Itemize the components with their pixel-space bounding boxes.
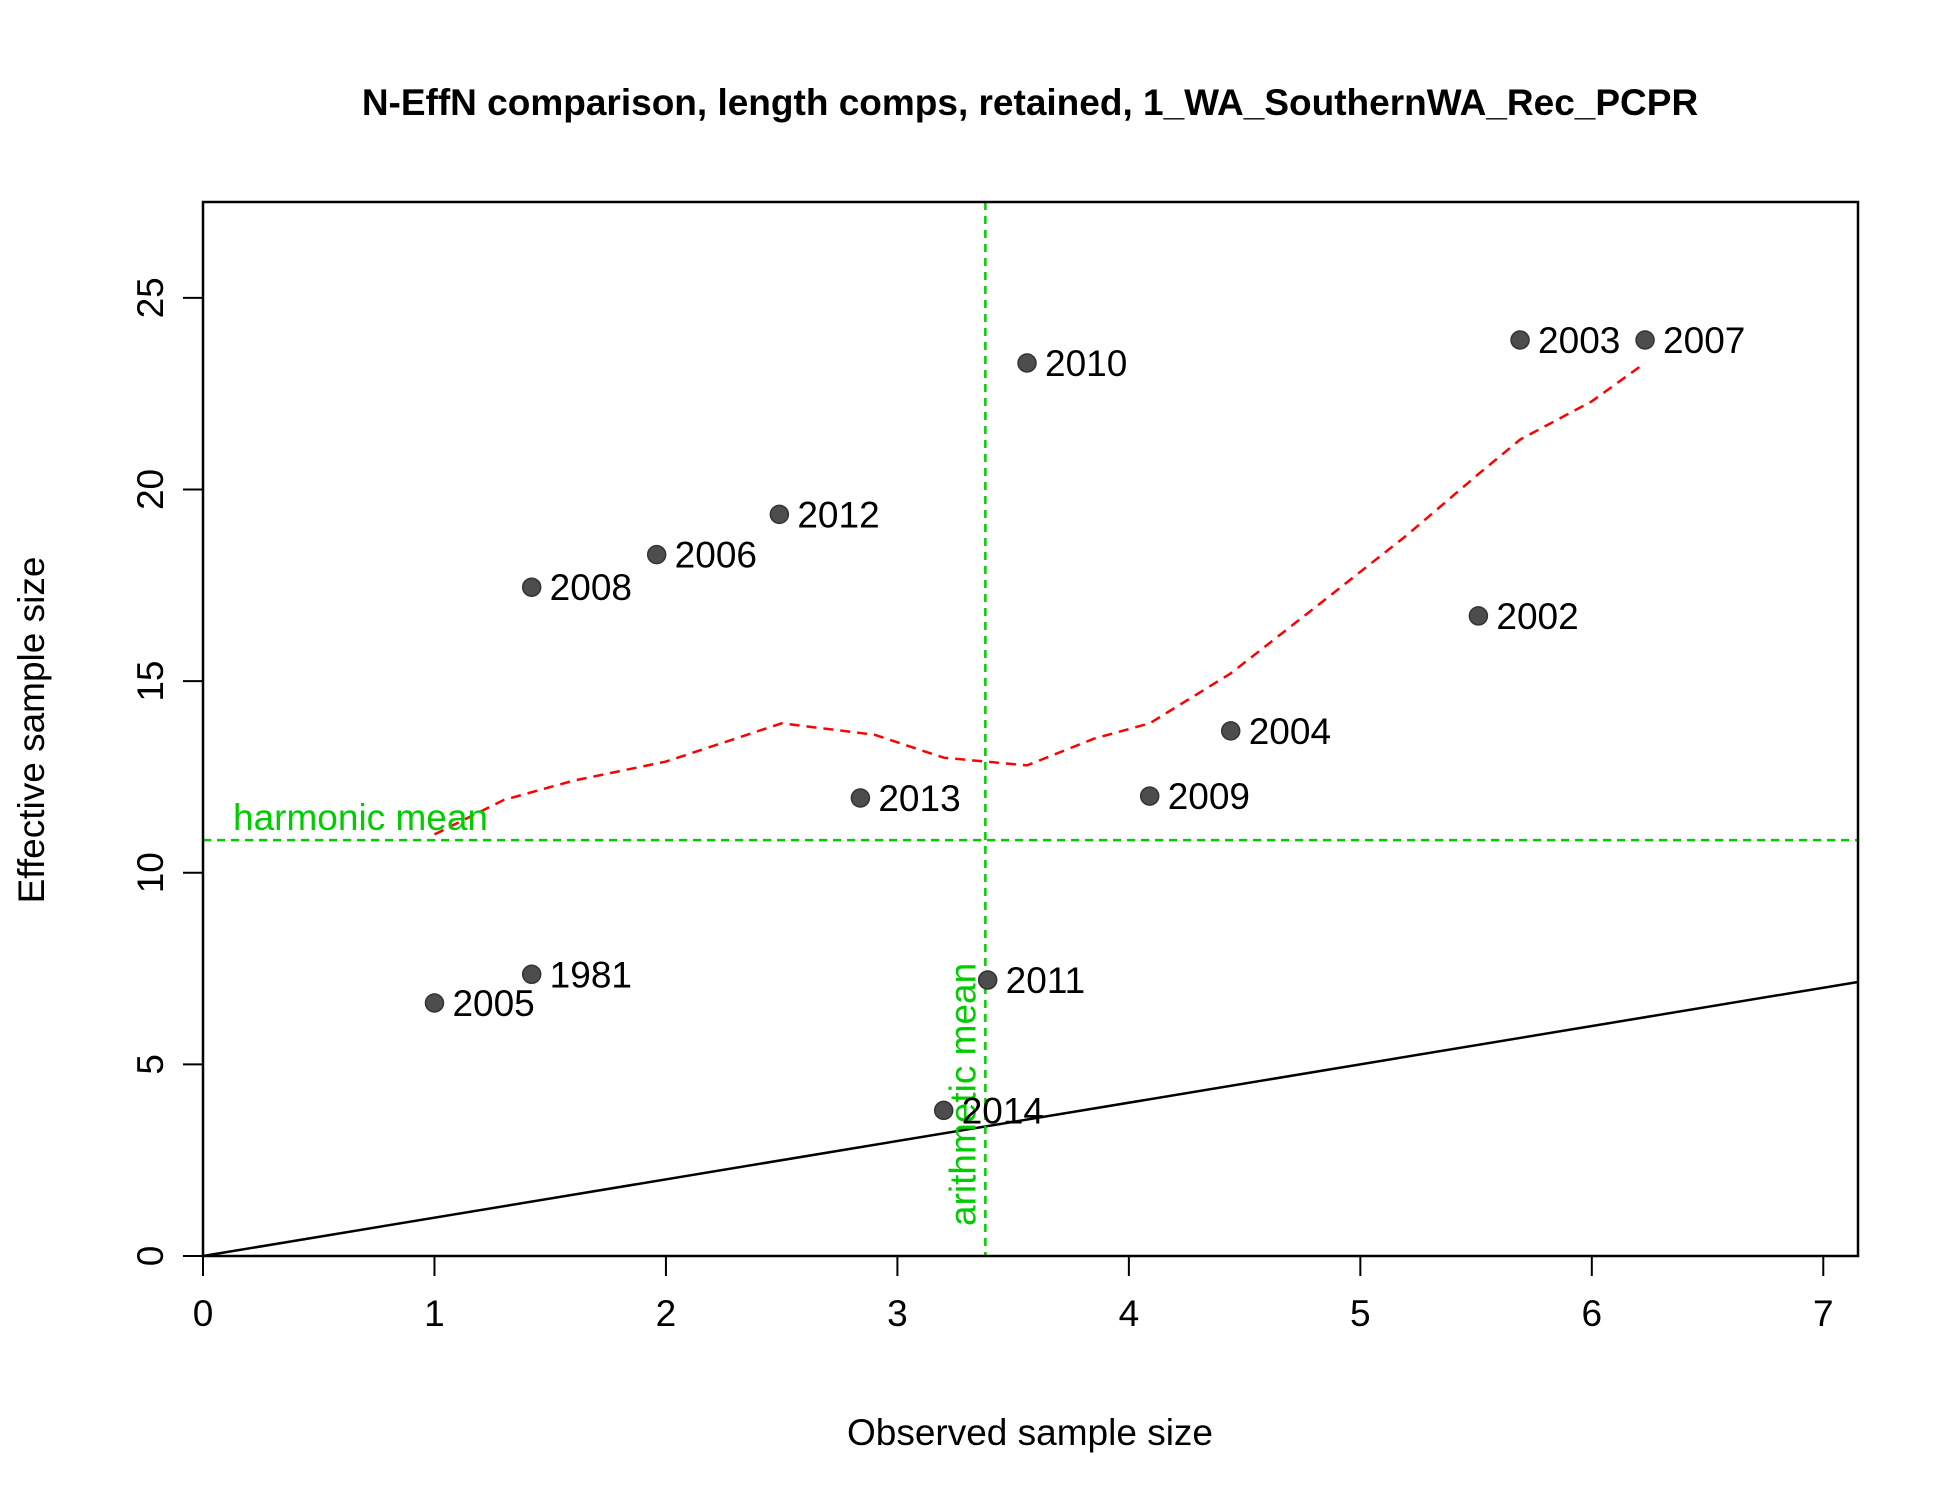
- point-label-2005: 2005: [452, 983, 534, 1024]
- y-tick-label-20: 20: [130, 469, 171, 510]
- y-tick-label-0: 0: [130, 1246, 171, 1267]
- point-2006: [646, 544, 667, 565]
- point-2003: [1510, 330, 1530, 350]
- point-1981: [521, 964, 542, 985]
- point-label-2013: 2013: [878, 778, 960, 819]
- plot-area: 0 1 2 3 4 5 6 7 0 5 10 15 20 25 harmonic mean arithmeti…: [130, 200, 1860, 1334]
- x-tick-label-3: 3: [887, 1293, 908, 1334]
- smoother-line: [433, 361, 1646, 836]
- y-tick-label-15: 15: [130, 661, 171, 702]
- y-tick-label-5: 5: [130, 1054, 171, 1075]
- y-tick-label-10: 10: [130, 852, 171, 893]
- point-label-2004: 2004: [1249, 711, 1331, 752]
- point-label-2006: 2006: [675, 535, 757, 576]
- x-tick-label-2: 2: [656, 1293, 677, 1334]
- point-2007: [1635, 330, 1655, 350]
- x-tick-label-1: 1: [424, 1293, 445, 1334]
- point-label-2009: 2009: [1168, 776, 1250, 817]
- chart-title: N-EffN comparison, length comps, retaine…: [362, 82, 1698, 123]
- point-2002: [1468, 606, 1489, 626]
- x-tick-label-7: 7: [1813, 1293, 1834, 1334]
- point-2004: [1220, 721, 1241, 741]
- point-label-2003: 2003: [1538, 320, 1620, 361]
- point-2011: [977, 970, 998, 990]
- harmonic-mean-label: harmonic mean: [233, 797, 488, 838]
- point-2008: [521, 577, 542, 597]
- point-label-2012: 2012: [797, 494, 879, 535]
- point-label-2010: 2010: [1045, 343, 1127, 384]
- y-tick-label-25: 25: [130, 277, 171, 318]
- x-tick-label-0: 0: [193, 1293, 214, 1334]
- x-axis-label: Observed sample size: [847, 1412, 1213, 1453]
- x-tick-label-4: 4: [1119, 1293, 1140, 1334]
- identity-line: [202, 980, 1859, 1258]
- point-label-2008: 2008: [550, 567, 632, 608]
- point-label-1981: 1981: [550, 954, 632, 995]
- point-2012: [769, 504, 790, 525]
- point-2005: [424, 993, 445, 1013]
- point-2010: [1017, 353, 1037, 373]
- point-2013: [850, 788, 871, 808]
- point-2009: [1139, 786, 1160, 806]
- point-label-2014: 2014: [962, 1090, 1044, 1131]
- point-label-2011: 2011: [1006, 960, 1086, 1001]
- point-label-2007: 2007: [1663, 320, 1745, 361]
- plot-frame: [201, 200, 1860, 1258]
- point-2014: [933, 1100, 954, 1121]
- x-tick-label-5: 5: [1350, 1293, 1371, 1334]
- y-axis-label: Effective sample size: [11, 557, 52, 904]
- x-tick-label-6: 6: [1582, 1293, 1603, 1334]
- arithmetic-mean-label: arithmetic mean: [942, 963, 983, 1226]
- point-label-2002: 2002: [1496, 596, 1578, 637]
